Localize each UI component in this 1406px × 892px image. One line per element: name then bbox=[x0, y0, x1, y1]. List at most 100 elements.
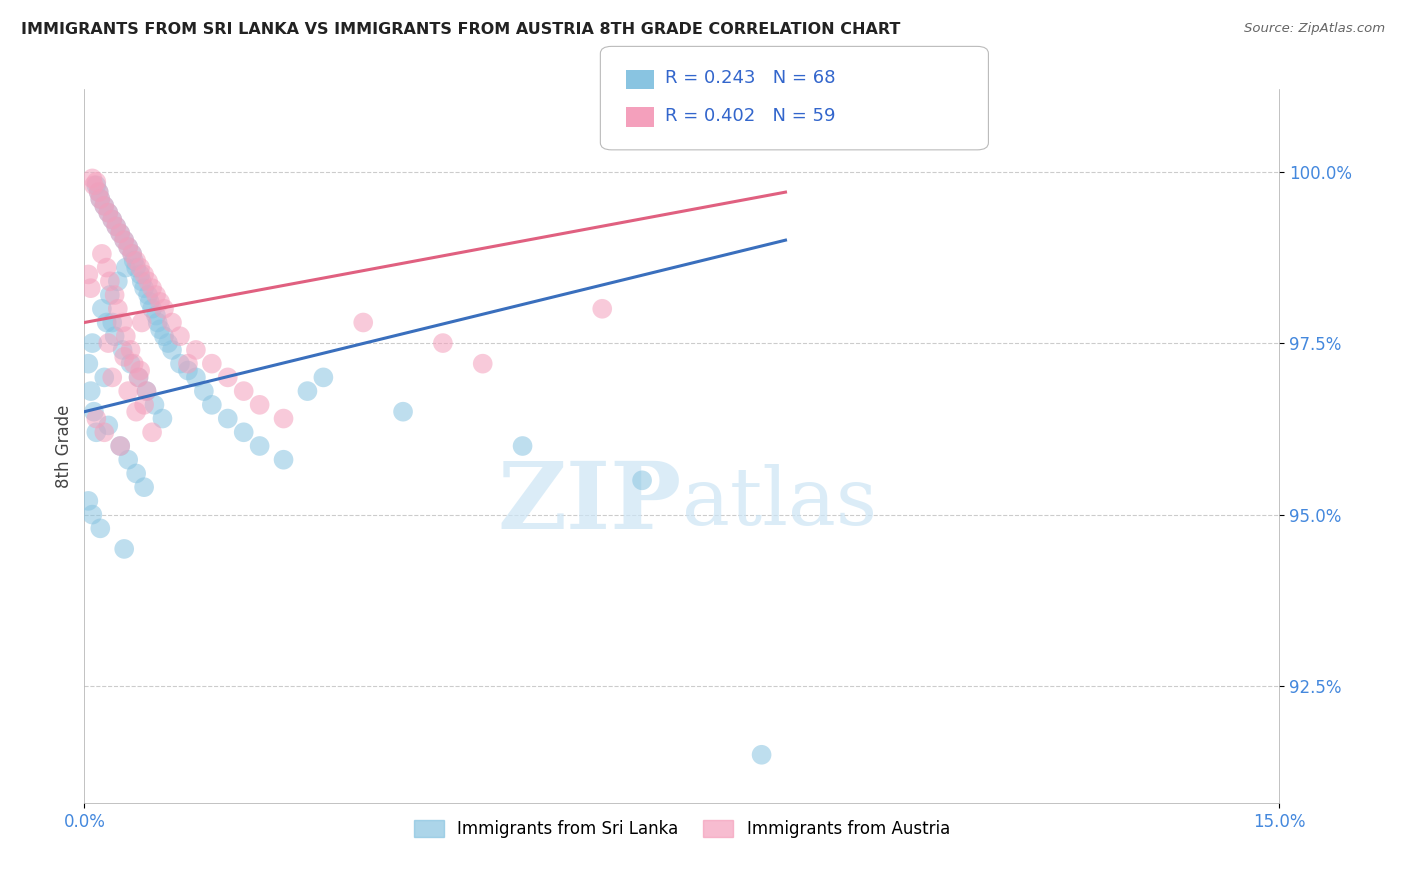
Point bbox=[111, 343, 134, 357]
Point bbox=[93, 370, 115, 384]
Point bbox=[86, 425, 108, 440]
Point bbox=[201, 398, 224, 412]
Text: atlas: atlas bbox=[682, 464, 877, 542]
Point bbox=[432, 336, 454, 351]
Point bbox=[117, 452, 139, 467]
Point bbox=[97, 418, 120, 433]
Text: ZIP: ZIP bbox=[498, 458, 682, 548]
Point bbox=[136, 288, 159, 302]
Point bbox=[101, 212, 124, 227]
Point bbox=[125, 467, 148, 481]
Point bbox=[232, 384, 254, 398]
Point bbox=[112, 233, 135, 247]
Point bbox=[751, 747, 773, 762]
Point bbox=[87, 185, 110, 199]
Point bbox=[136, 274, 159, 288]
Point bbox=[471, 357, 494, 371]
Point bbox=[112, 233, 135, 247]
Point bbox=[135, 384, 157, 398]
Point bbox=[217, 411, 239, 425]
Point bbox=[141, 301, 163, 316]
Point bbox=[98, 288, 121, 302]
Point bbox=[93, 199, 115, 213]
Point bbox=[132, 480, 156, 494]
Point bbox=[125, 253, 148, 268]
Point bbox=[125, 405, 148, 419]
Point bbox=[77, 494, 100, 508]
Point bbox=[352, 316, 374, 330]
Point bbox=[120, 357, 142, 371]
Point bbox=[249, 398, 271, 412]
Point bbox=[152, 411, 174, 425]
Text: Source: ZipAtlas.com: Source: ZipAtlas.com bbox=[1244, 22, 1385, 36]
Point bbox=[112, 350, 135, 364]
Point bbox=[132, 268, 156, 282]
Point bbox=[110, 227, 132, 241]
Point bbox=[98, 274, 121, 288]
Legend: Immigrants from Sri Lanka, Immigrants from Austria: Immigrants from Sri Lanka, Immigrants fr… bbox=[408, 813, 956, 845]
Point bbox=[160, 316, 183, 330]
Point bbox=[184, 370, 207, 384]
Point bbox=[114, 329, 136, 343]
Point bbox=[297, 384, 319, 398]
Point bbox=[193, 384, 215, 398]
Point bbox=[157, 336, 180, 351]
Point bbox=[129, 363, 152, 377]
Point bbox=[97, 336, 120, 351]
Point bbox=[112, 541, 135, 556]
Point bbox=[101, 316, 124, 330]
Point bbox=[138, 294, 160, 309]
Point bbox=[111, 316, 134, 330]
Point bbox=[122, 253, 145, 268]
Point bbox=[105, 219, 128, 234]
Point bbox=[153, 301, 176, 316]
Point bbox=[80, 384, 103, 398]
Point bbox=[110, 439, 132, 453]
Point bbox=[273, 452, 295, 467]
Point bbox=[146, 316, 169, 330]
Point bbox=[90, 247, 112, 261]
Point bbox=[149, 322, 172, 336]
Point bbox=[101, 370, 124, 384]
Point bbox=[591, 301, 613, 316]
Point bbox=[117, 384, 139, 398]
Point bbox=[143, 398, 166, 412]
Point bbox=[83, 178, 105, 193]
Point bbox=[145, 309, 167, 323]
Point bbox=[86, 175, 108, 189]
Point bbox=[131, 316, 153, 330]
Point bbox=[129, 268, 152, 282]
Point bbox=[392, 405, 415, 419]
Point bbox=[128, 370, 150, 384]
Point bbox=[232, 425, 254, 440]
Point bbox=[117, 240, 139, 254]
Point bbox=[86, 178, 108, 193]
Point bbox=[129, 260, 152, 275]
Point bbox=[101, 212, 124, 227]
Point bbox=[80, 281, 103, 295]
Point bbox=[135, 384, 157, 398]
Point bbox=[132, 398, 156, 412]
Text: IMMIGRANTS FROM SRI LANKA VS IMMIGRANTS FROM AUSTRIA 8TH GRADE CORRELATION CHART: IMMIGRANTS FROM SRI LANKA VS IMMIGRANTS … bbox=[21, 22, 900, 37]
Point bbox=[97, 205, 120, 219]
Point bbox=[512, 439, 534, 453]
Point bbox=[121, 247, 143, 261]
Point bbox=[96, 260, 118, 275]
Point bbox=[160, 343, 183, 357]
Point bbox=[82, 336, 104, 351]
Point bbox=[273, 411, 295, 425]
Point bbox=[93, 425, 115, 440]
Point bbox=[97, 205, 120, 219]
Point bbox=[177, 357, 200, 371]
Point bbox=[169, 357, 191, 371]
Point bbox=[83, 405, 105, 419]
Point bbox=[96, 316, 118, 330]
Point bbox=[249, 439, 271, 453]
Point bbox=[132, 281, 156, 295]
Point bbox=[177, 363, 200, 377]
Text: R = 0.402   N = 59: R = 0.402 N = 59 bbox=[665, 107, 835, 125]
Point bbox=[201, 357, 224, 371]
Point bbox=[141, 281, 163, 295]
Point bbox=[114, 260, 136, 275]
Point bbox=[125, 260, 148, 275]
